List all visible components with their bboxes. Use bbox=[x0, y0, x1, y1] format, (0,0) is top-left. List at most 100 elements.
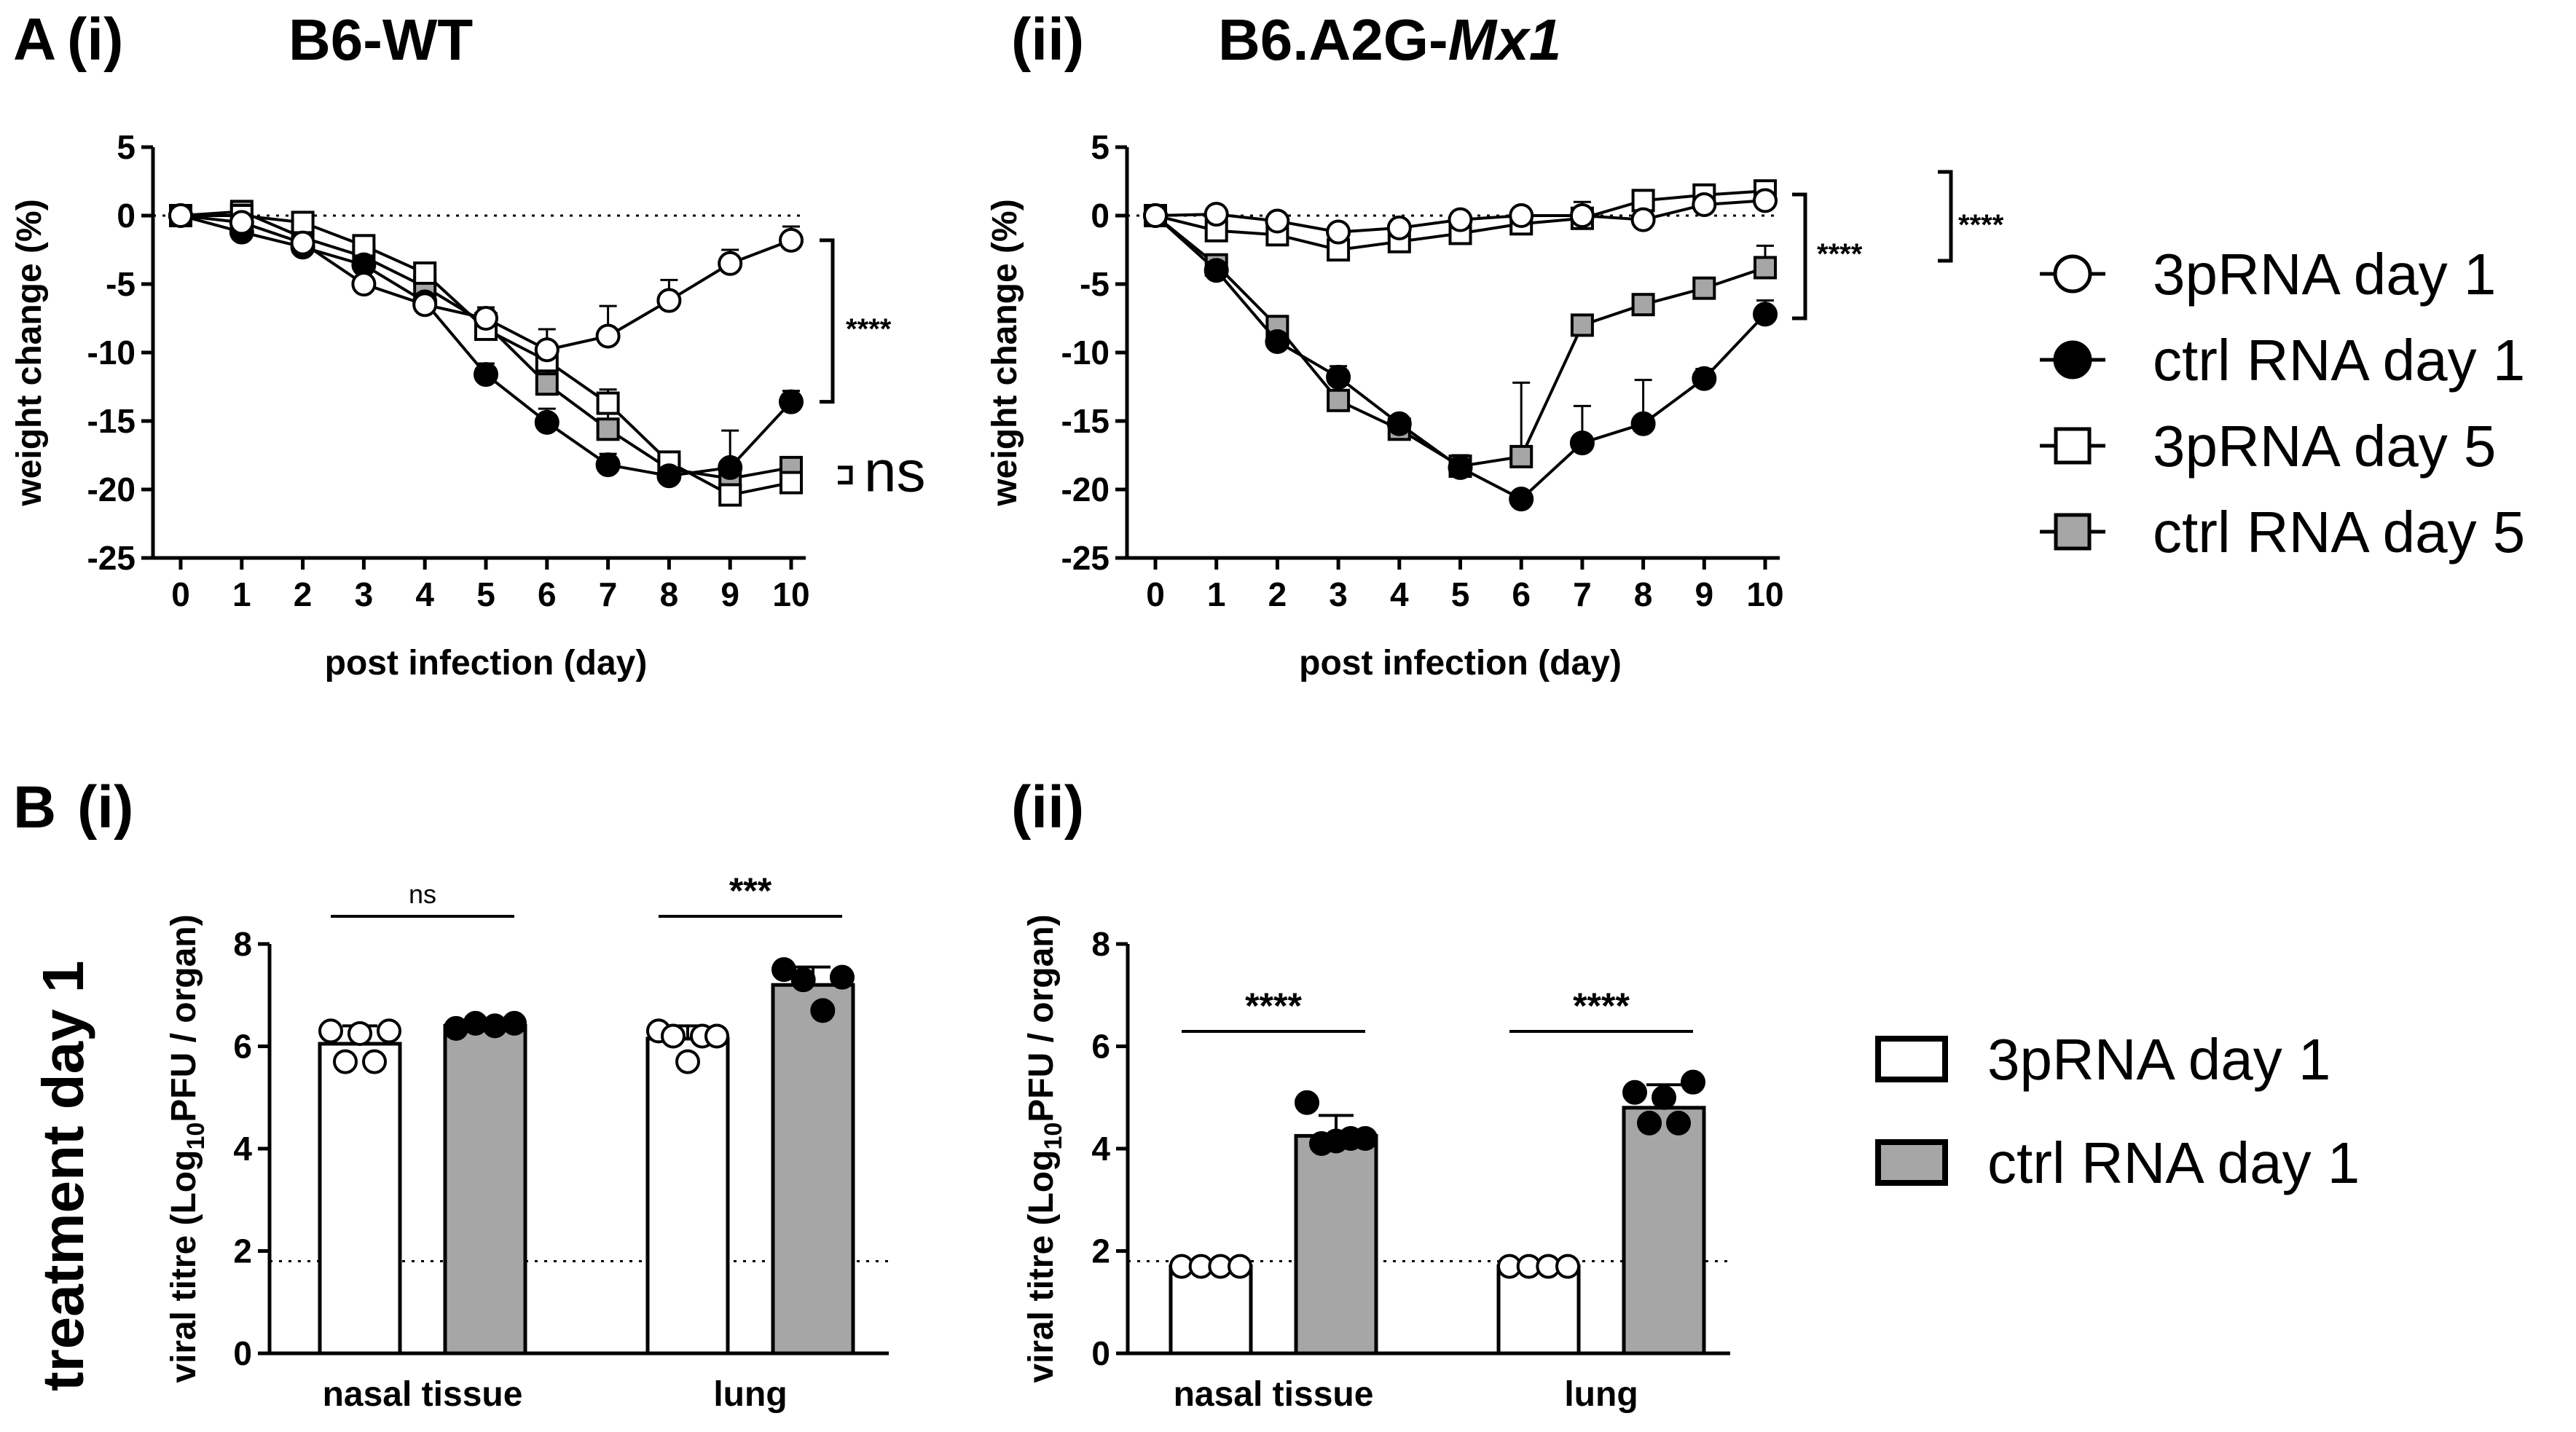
legend-item: ctrl RNA day 1 bbox=[1875, 1130, 2360, 1195]
data-point bbox=[413, 261, 437, 285]
data-point bbox=[596, 391, 620, 415]
legend-marker bbox=[2054, 427, 2092, 465]
legend-label: ctrl RNA day 1 bbox=[1987, 1130, 2360, 1195]
data-point bbox=[675, 1049, 700, 1074]
bar-3prna-day-1 bbox=[1169, 1264, 1253, 1356]
data-point bbox=[1754, 256, 1777, 280]
panel-a-letter: A bbox=[13, 7, 56, 73]
data-point bbox=[1622, 1079, 1647, 1105]
legend-swatch bbox=[1875, 1139, 1948, 1186]
x-tick-label: 4 bbox=[1390, 575, 1409, 613]
data-point bbox=[377, 1018, 401, 1044]
titre-chart-b6-wt: 0 2 4 6 8 viral titre (Log10PFU / organ) nasal… bbox=[165, 870, 889, 1414]
data-point bbox=[1265, 208, 1290, 234]
y-tick-label: 6 bbox=[1091, 1028, 1110, 1066]
data-point bbox=[534, 409, 559, 435]
x-tick-label: 10 bbox=[1746, 575, 1783, 613]
data-point bbox=[1637, 1110, 1662, 1136]
legend-label: ctrl RNA day 5 bbox=[2153, 500, 2525, 564]
panel-a-i-strain: B6-WT bbox=[288, 7, 473, 72]
data-point bbox=[596, 417, 620, 441]
x-tick-label: 7 bbox=[1573, 575, 1592, 613]
category-lung: lung **** bbox=[1496, 986, 1706, 1414]
data-point bbox=[790, 967, 816, 993]
data-point bbox=[1570, 313, 1594, 337]
x-tick-label: 1 bbox=[232, 575, 251, 613]
y-tick-label: 2 bbox=[1091, 1232, 1110, 1270]
series-line bbox=[180, 210, 792, 480]
x-tick-label: 5 bbox=[476, 575, 495, 613]
y-tick-label: -25 bbox=[87, 539, 136, 577]
data-point bbox=[1295, 1090, 1319, 1115]
data-point bbox=[1692, 366, 1717, 391]
weight-chart-b6-wt: 5 0 -5 -10 -15 -20 -25 0 1 2 3 4 5 6 7 8 9 10 post infecti… bbox=[10, 128, 926, 682]
y-axis-label-subscript: 10 bbox=[182, 1122, 210, 1150]
data-point bbox=[1631, 293, 1655, 317]
legend-swatch bbox=[1875, 1036, 1948, 1082]
x-tick-label: 9 bbox=[720, 575, 739, 613]
x-tick-label: 7 bbox=[599, 575, 618, 613]
data-point bbox=[704, 1023, 729, 1049]
y-tick-label: 6 bbox=[233, 1028, 252, 1066]
data-point bbox=[362, 1049, 387, 1074]
data-point bbox=[318, 1018, 343, 1044]
data-point bbox=[1692, 192, 1717, 217]
data-point bbox=[810, 998, 836, 1023]
x-tick-label: 8 bbox=[660, 575, 679, 613]
y-tick-label: 0 bbox=[117, 197, 136, 235]
x-tick-label: 0 bbox=[171, 575, 190, 613]
legend-marker bbox=[2053, 340, 2092, 379]
treatment-day-label: treatment day 1 bbox=[31, 961, 95, 1391]
x-tick-label: 6 bbox=[538, 575, 557, 613]
strain-ii-plain: B6.A2G- bbox=[1218, 7, 1448, 72]
legend-marker bbox=[2054, 513, 2092, 551]
legend-item: ctrl RNA day 1 bbox=[2040, 328, 2525, 393]
x-axis-label: post infection (day) bbox=[1299, 644, 1622, 682]
data-point bbox=[474, 306, 498, 331]
titre-chart-b6-a2g-mx1: 0 2 4 6 8 viral titre (Log10PFU / organ) nasal… bbox=[1022, 914, 1730, 1414]
data-point bbox=[656, 288, 682, 313]
series-3prna-day-1 bbox=[1143, 188, 1778, 245]
bracket-line bbox=[1792, 192, 1807, 320]
data-point bbox=[168, 203, 193, 228]
x-axis-label: post infection (day) bbox=[325, 644, 648, 682]
x-tick-label: 4 bbox=[415, 575, 434, 613]
series-line bbox=[180, 214, 793, 478]
data-point bbox=[1327, 388, 1351, 412]
legend-item: 3pRNA day 1 bbox=[1875, 1027, 2330, 1092]
y-tick-label: 0 bbox=[233, 1334, 252, 1372]
bracket-line bbox=[820, 238, 835, 404]
data-point bbox=[830, 964, 855, 990]
y-axis-label: weight change (%) bbox=[10, 199, 49, 506]
bar-3prna-day-1 bbox=[318, 1042, 402, 1356]
data-point bbox=[1630, 411, 1656, 436]
significance-label: **** bbox=[846, 313, 892, 345]
y-axis-label-suffix: PFU / organ) bbox=[1022, 914, 1061, 1122]
data-point bbox=[1353, 1125, 1378, 1151]
weight-chart-b6-a2g-mx1: 5 0 -5 -10 -15 -20 -25 0 1 2 3 4 5 6 7 8 9 10 post infecti… bbox=[986, 128, 2004, 682]
data-point bbox=[718, 483, 742, 507]
bar-ctrl-rna-day-1 bbox=[443, 1023, 527, 1356]
y-tick-label: -10 bbox=[87, 334, 136, 371]
data-point bbox=[779, 389, 804, 414]
strain-ii-italic: Mx1 bbox=[1448, 7, 1562, 72]
data-point bbox=[291, 211, 315, 235]
x-tick-label: 10 bbox=[772, 575, 809, 613]
legend-weight: 3pRNA day 1 ctrl RNA day 1 3pRNA day 5 ctrl… bbox=[2040, 242, 2525, 564]
data-point bbox=[1509, 444, 1534, 468]
data-point bbox=[1692, 276, 1716, 300]
data-point bbox=[1630, 207, 1656, 232]
x-category-label: nasal tissue bbox=[1174, 1375, 1374, 1414]
data-point bbox=[1386, 215, 1412, 240]
y-tick-label: -20 bbox=[87, 471, 136, 508]
y-axis-label: viral titre (Log10PFU / organ) bbox=[1022, 914, 1067, 1382]
data-point bbox=[474, 362, 498, 387]
data-point bbox=[351, 272, 377, 296]
y-tick-label: -25 bbox=[1061, 539, 1110, 577]
data-point bbox=[779, 227, 804, 253]
y-tick-label: 5 bbox=[1091, 128, 1110, 166]
data-point bbox=[1681, 1069, 1705, 1095]
y-tick-label: 4 bbox=[1091, 1130, 1110, 1168]
data-point bbox=[771, 957, 796, 983]
